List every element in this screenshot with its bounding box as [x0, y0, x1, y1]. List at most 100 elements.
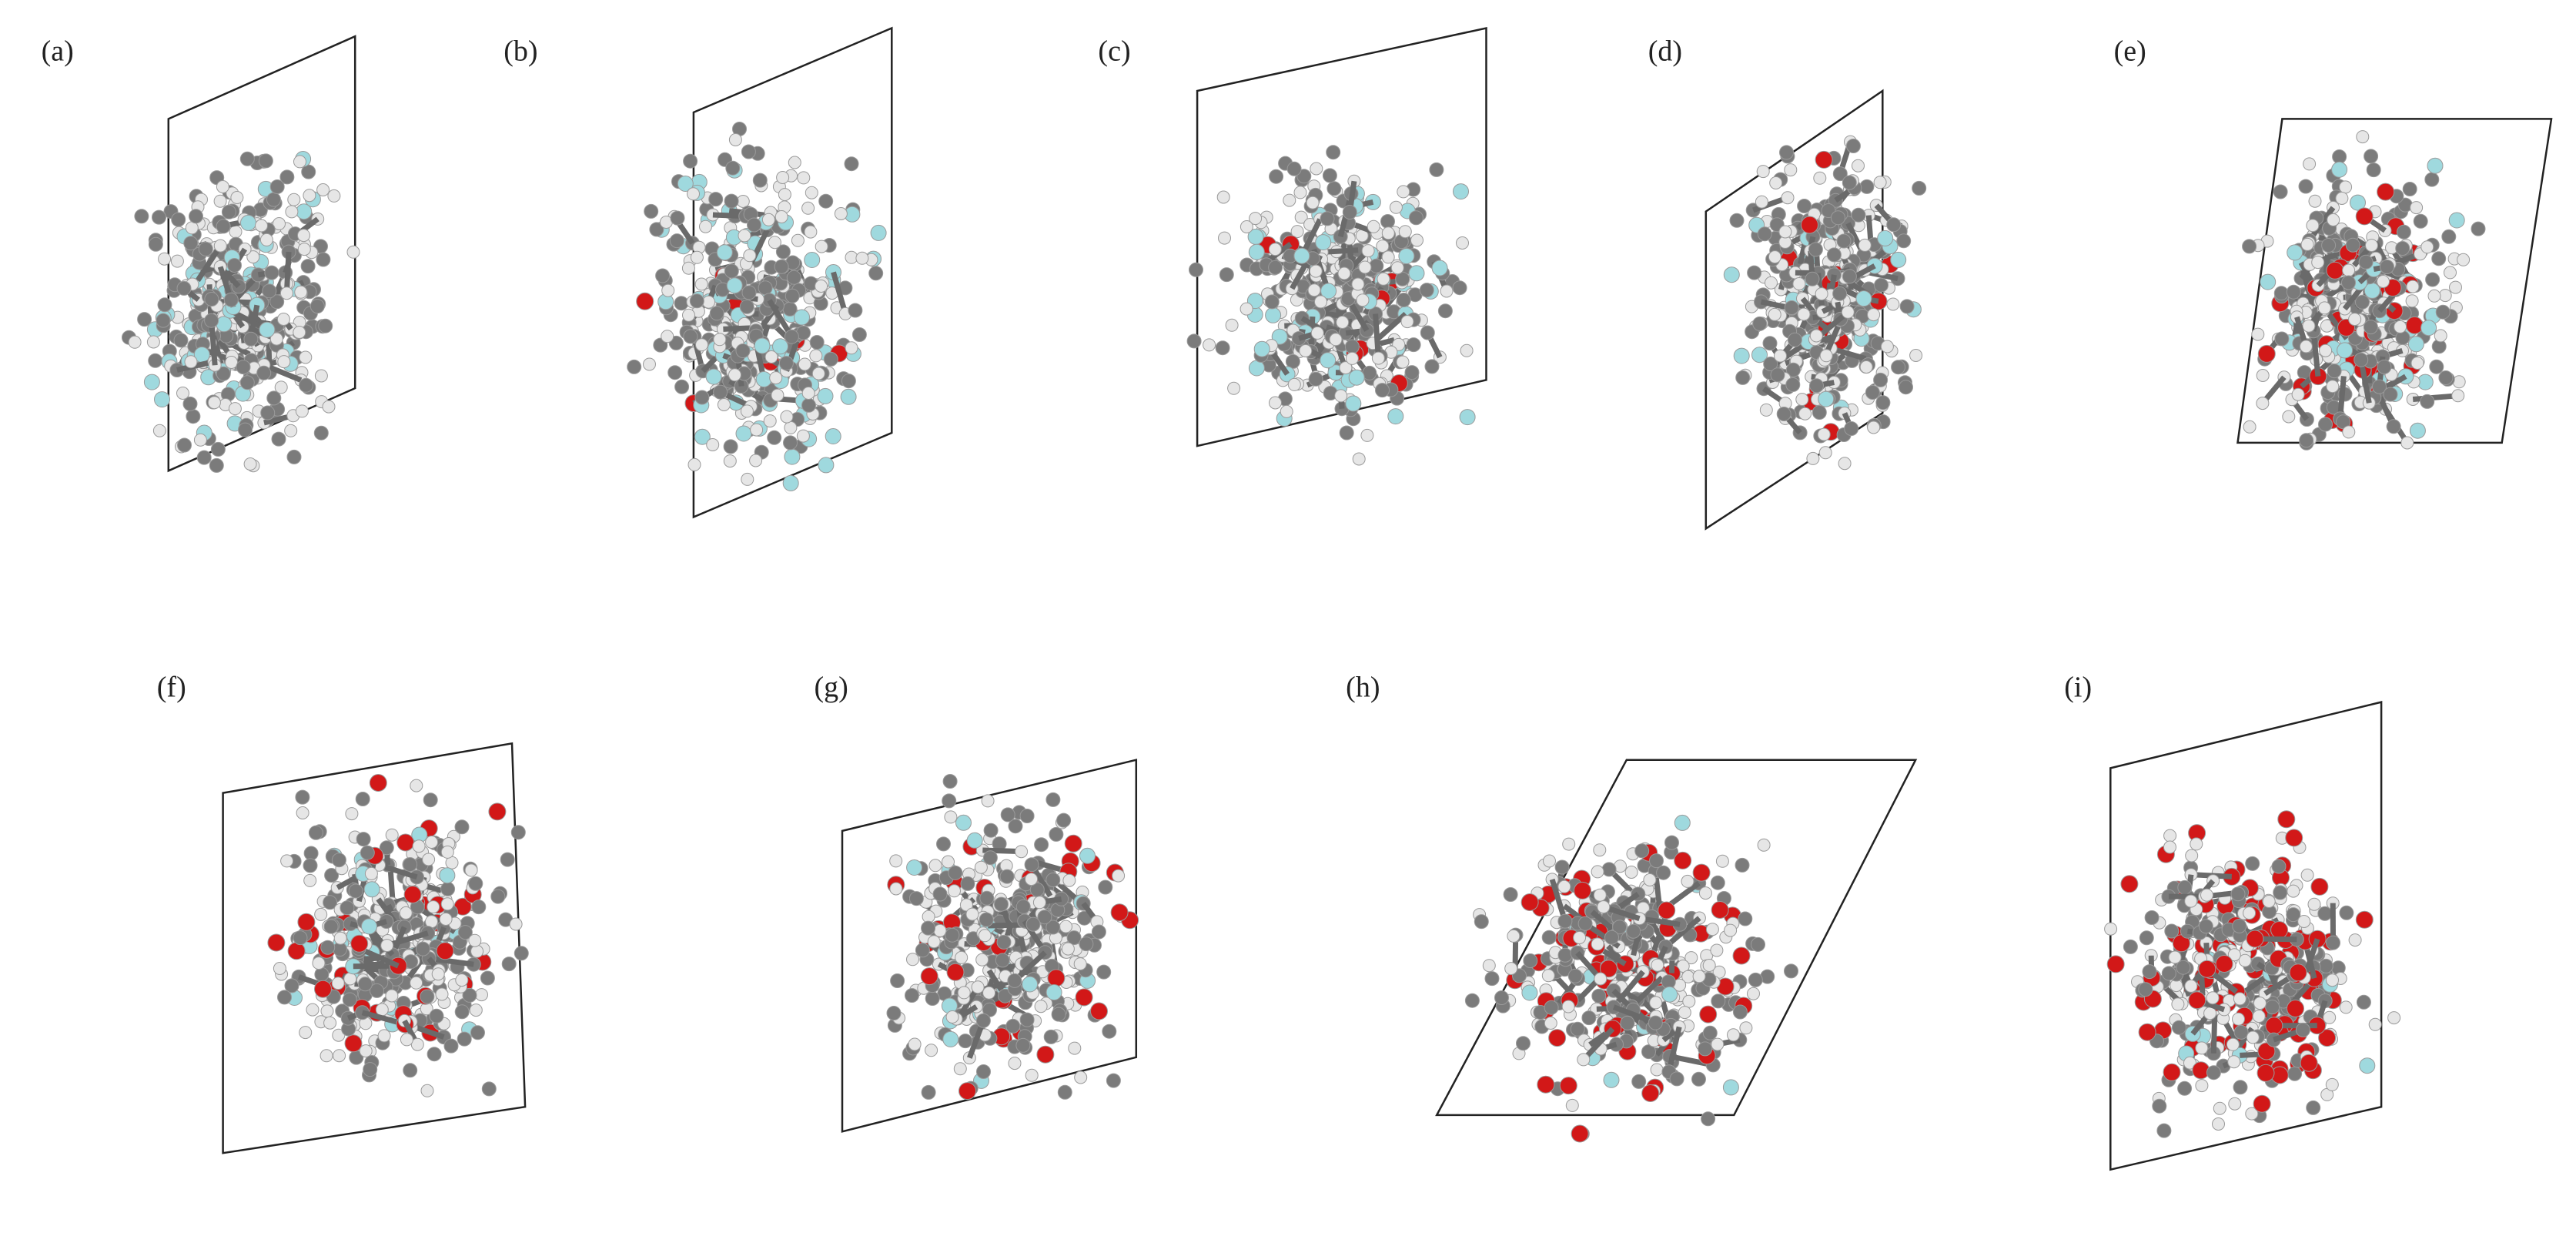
atom: [960, 876, 975, 891]
atom: [805, 186, 818, 199]
atom: [1310, 326, 1324, 340]
atom: [1352, 452, 1366, 466]
atom: [1769, 176, 1783, 189]
atom: [801, 201, 815, 215]
atom: [1032, 896, 1046, 910]
atom: [1656, 865, 1671, 880]
atom: [2364, 149, 2379, 164]
atom: [1045, 984, 1062, 1000]
atom: [1068, 1041, 1082, 1055]
atom: [1795, 393, 1809, 407]
atom: [627, 359, 642, 374]
atom: [1776, 407, 1791, 421]
atom: [785, 288, 800, 303]
atom: [186, 409, 201, 424]
atom: [420, 989, 435, 1004]
atom: [942, 1030, 959, 1047]
atom: [2206, 991, 2220, 1005]
atom: [1523, 953, 1538, 968]
atom: [2171, 1020, 2186, 1035]
atom: [343, 972, 357, 986]
atom: [636, 292, 654, 310]
atom: [2306, 1100, 2321, 1115]
atom: [316, 183, 330, 196]
atom: [674, 379, 690, 394]
atom: [2406, 280, 2420, 293]
atom: [1034, 837, 1049, 853]
atom: [1574, 881, 1591, 900]
atom: [2291, 387, 2305, 401]
atom: [221, 204, 236, 219]
atom: [1620, 1015, 1635, 1030]
atom: [2215, 955, 2233, 973]
atom: [400, 1033, 413, 1047]
atom: [230, 191, 244, 204]
atom: [1851, 207, 1866, 223]
atom: [1293, 247, 1310, 264]
atom: [264, 265, 279, 280]
atom: [488, 802, 507, 821]
atom: [1342, 205, 1357, 219]
atom: [946, 963, 965, 981]
atom: [346, 245, 360, 259]
atom: [2138, 982, 2153, 997]
atom: [320, 940, 336, 955]
atom: [2394, 320, 2407, 333]
atom: [410, 976, 423, 990]
atom: [259, 321, 276, 338]
atom: [299, 350, 313, 364]
atom: [2345, 237, 2360, 253]
atom: [273, 962, 286, 975]
atom: [1019, 809, 1035, 823]
atom: [2318, 958, 2333, 973]
atom: [266, 390, 282, 406]
atom: [2448, 212, 2465, 229]
atom: [1890, 251, 1907, 268]
atom: [297, 243, 311, 256]
atom: [1812, 405, 1827, 420]
atom: [403, 886, 422, 903]
atom: [2451, 389, 2465, 403]
atom: [137, 312, 152, 327]
atom: [1424, 359, 1440, 374]
atom: [2317, 301, 2331, 315]
atom: [2434, 329, 2447, 343]
atom: [1886, 297, 1900, 311]
atom: [784, 329, 799, 344]
atom: [2120, 875, 2139, 893]
atom: [1361, 244, 1375, 258]
panel-label: (e): [2114, 35, 2146, 68]
atom: [1682, 994, 1696, 1008]
atom: [2195, 1041, 2209, 1055]
atom: [2285, 829, 2303, 847]
atom: [1818, 446, 1832, 460]
atom: [267, 933, 286, 952]
atom: [2177, 879, 2193, 895]
bond: [209, 320, 218, 366]
atom: [269, 332, 283, 346]
atom: [306, 1003, 319, 1017]
atom: [2265, 1017, 2283, 1035]
atom: [841, 374, 856, 389]
atom: [429, 1008, 444, 1024]
atom: [1852, 159, 1865, 173]
atom: [239, 375, 255, 390]
atom: [1784, 163, 1798, 177]
atom: [2326, 261, 2344, 280]
atom: [948, 884, 961, 898]
atom: [2185, 849, 2199, 863]
atom: [1096, 964, 1112, 980]
atom: [723, 439, 738, 454]
atom: [2387, 1011, 2401, 1025]
atom: [269, 294, 285, 310]
atom: [156, 313, 171, 328]
atom: [2139, 930, 2154, 946]
atom: [817, 387, 834, 404]
atom: [705, 368, 722, 385]
atom: [669, 233, 684, 249]
atom: [1711, 1037, 1725, 1051]
atom: [412, 839, 426, 853]
atom: [2195, 1079, 2209, 1093]
atom: [683, 153, 698, 169]
atom: [1678, 1006, 1691, 1020]
